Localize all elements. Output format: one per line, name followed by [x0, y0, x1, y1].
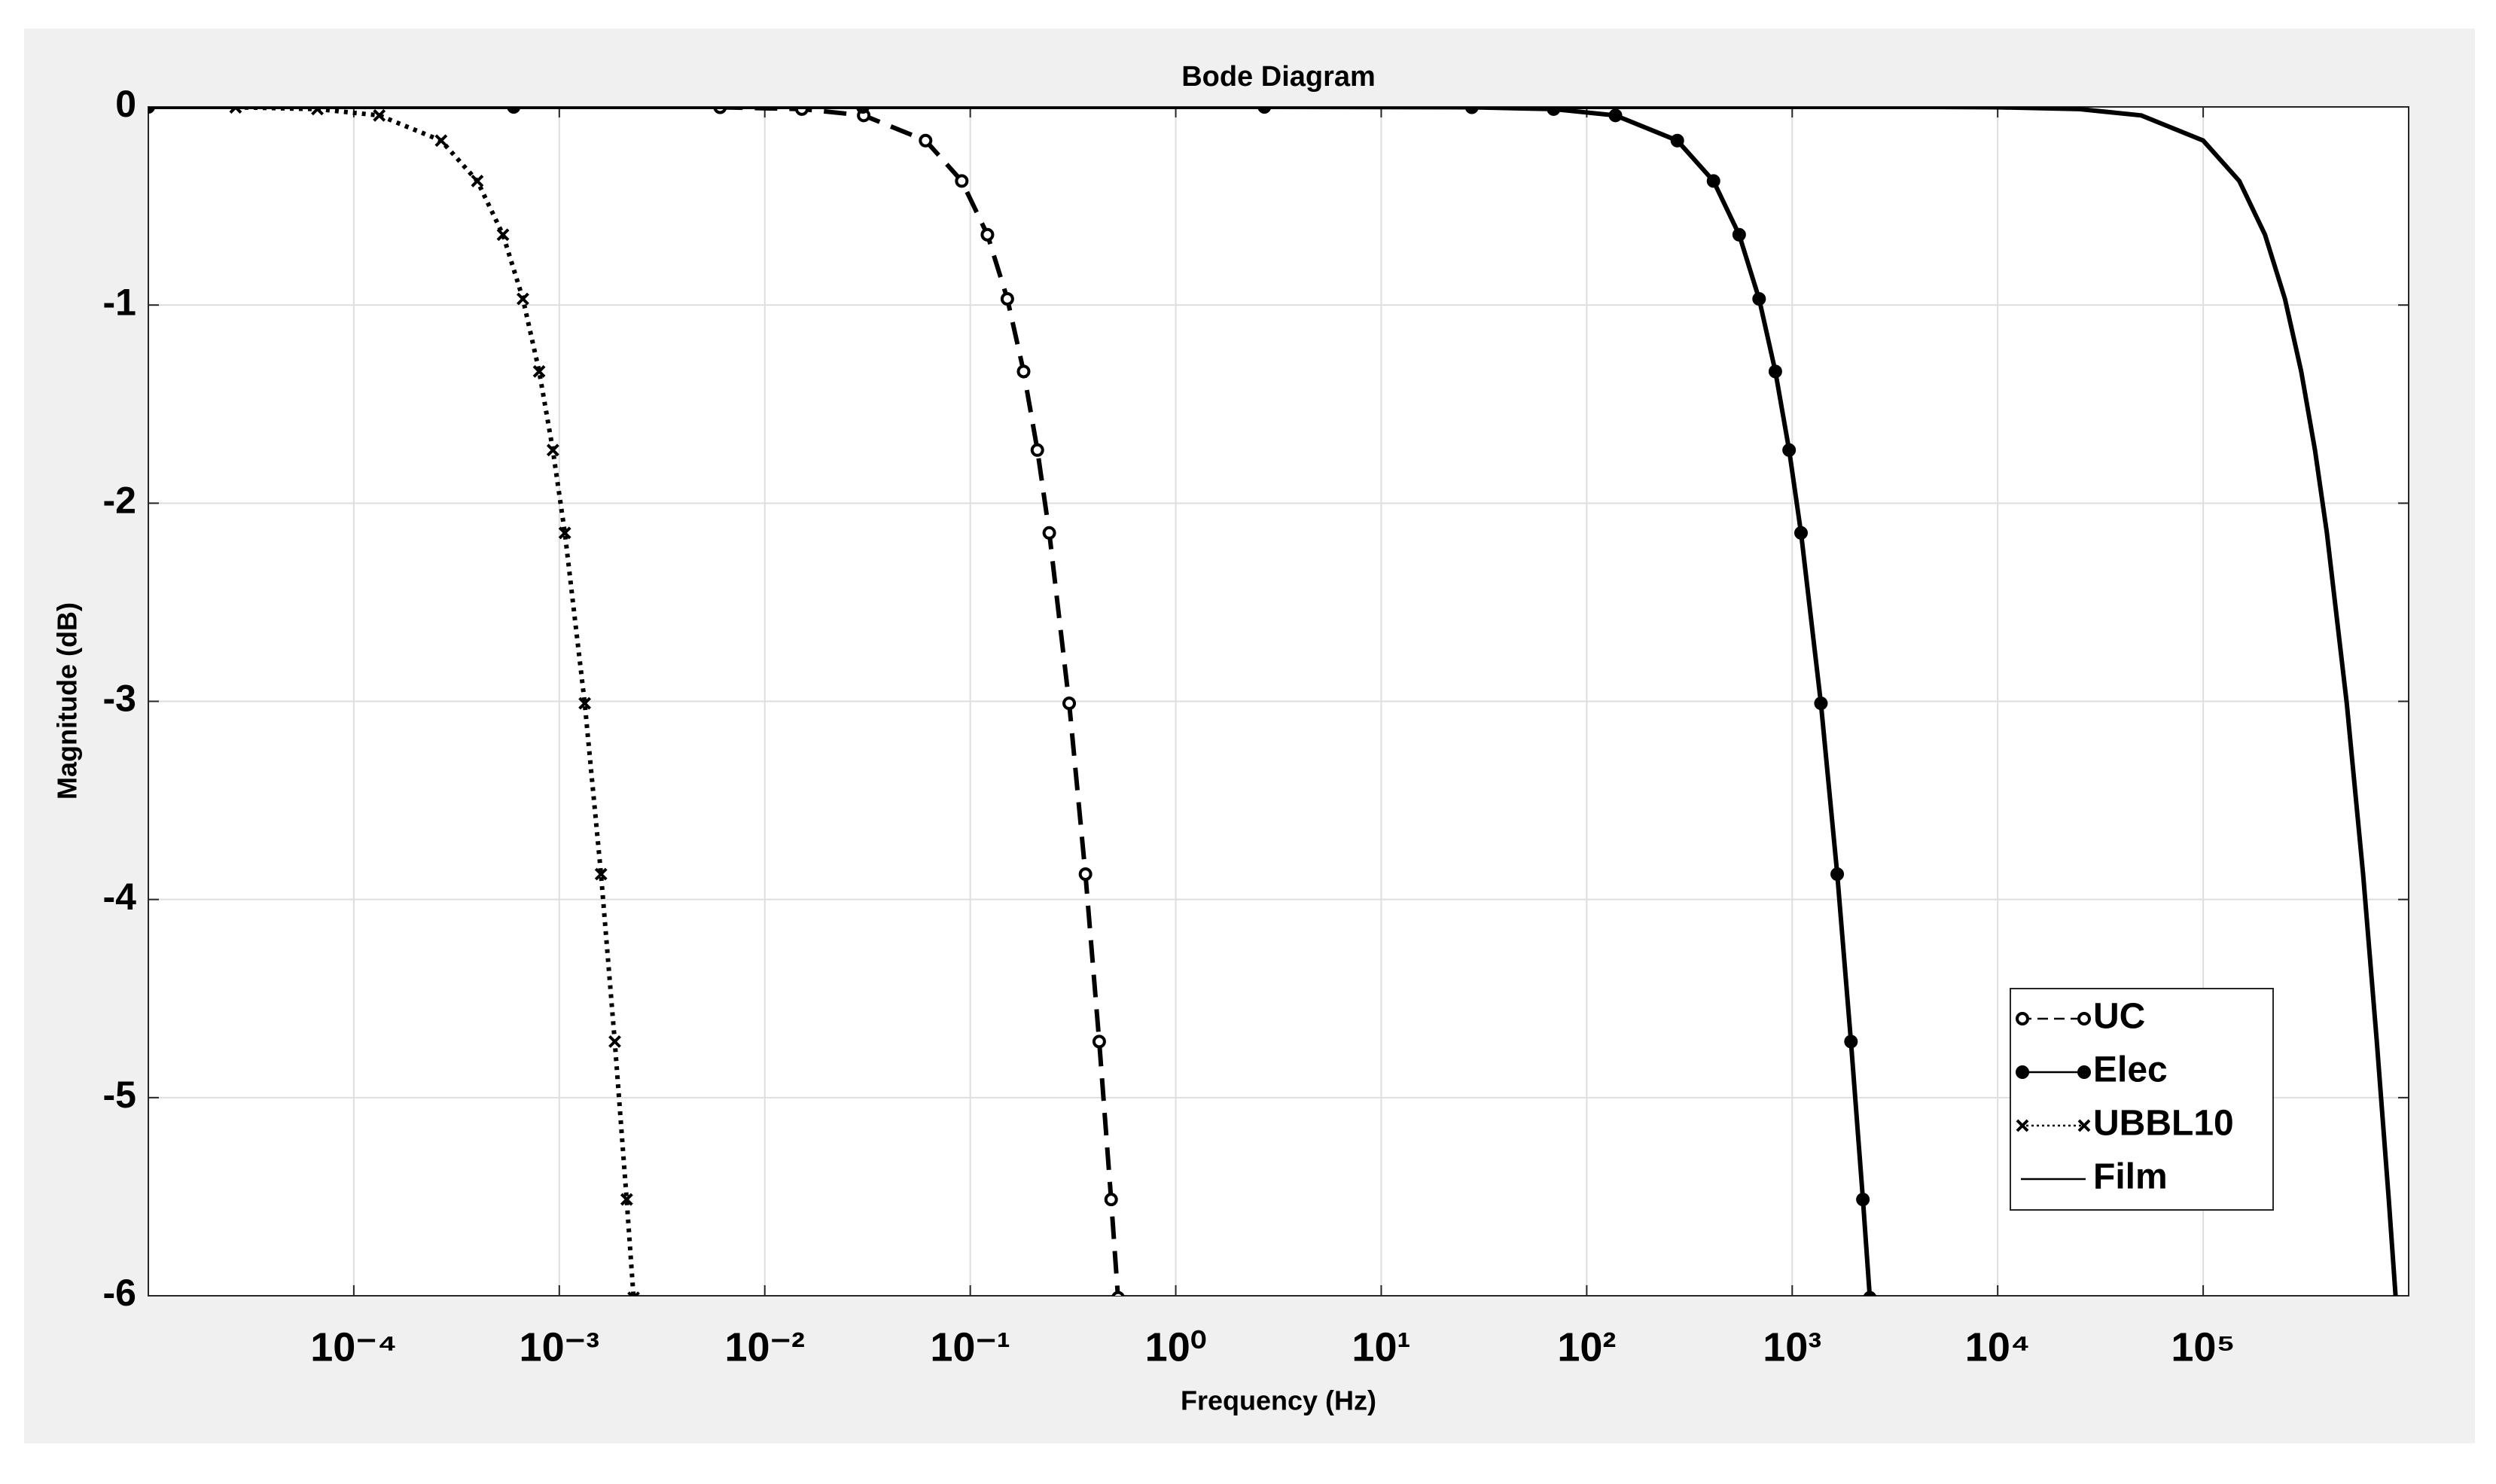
x-tick-label: 10⁵ — [2171, 1324, 2235, 1370]
y-tick-label: -2 — [103, 480, 136, 522]
x-tick-label: 10⁻² — [724, 1324, 805, 1370]
marker — [594, 867, 608, 881]
y-axis-label: Magnitude (dB) — [52, 602, 83, 800]
x-tick-label: 10⁻³ — [520, 1324, 600, 1370]
legend-label: Film — [2093, 1157, 2168, 1197]
marker — [2077, 1012, 2091, 1025]
legend-label: Elec — [2093, 1050, 2168, 1090]
marker — [1042, 526, 1056, 540]
x-tick-label: 10² — [1557, 1324, 1616, 1370]
marker — [1016, 364, 1031, 379]
x-tick-label: 10⁻¹ — [930, 1324, 1010, 1370]
marker — [1078, 867, 1093, 881]
marker — [1752, 292, 1766, 306]
marker — [1706, 174, 1720, 188]
marker — [1000, 292, 1014, 306]
marker — [1844, 1035, 1858, 1049]
marker — [1814, 696, 1828, 711]
x-tick-label: 10¹ — [1352, 1324, 1410, 1370]
marker — [980, 227, 995, 242]
y-tick-label: -4 — [103, 876, 137, 918]
plot-content — [148, 107, 2398, 1296]
marker — [578, 696, 592, 710]
series-line — [148, 107, 2398, 1296]
marker — [1111, 1291, 1125, 1296]
y-tick-label: -6 — [103, 1272, 136, 1314]
marker — [532, 364, 546, 378]
marker — [373, 108, 386, 122]
marker — [608, 1035, 621, 1048]
legend-label: UBBL10 — [2093, 1104, 2234, 1144]
y-tick-label: 0 — [115, 83, 136, 125]
marker — [1608, 108, 1623, 123]
marker — [1104, 1193, 1118, 1207]
x-tick-label: 10³ — [1763, 1324, 1821, 1370]
marker — [919, 133, 933, 148]
marker — [1030, 443, 1044, 457]
x-axis-label: Frequency (Hz) — [1181, 1385, 1376, 1416]
marker — [1062, 696, 1077, 711]
x-tick-label: 10⁰ — [1145, 1324, 1207, 1370]
marker — [496, 228, 510, 242]
marker — [620, 1193, 633, 1206]
y-tick-label: -1 — [103, 281, 136, 323]
marker — [1863, 1291, 1876, 1296]
marker — [1768, 364, 1782, 379]
marker — [1782, 443, 1797, 457]
marker — [471, 175, 484, 187]
marker — [517, 292, 529, 306]
marker — [2016, 1119, 2029, 1132]
marker — [1670, 133, 1684, 148]
marker — [955, 174, 969, 188]
marker — [434, 134, 448, 148]
y-tick-label: -5 — [103, 1074, 136, 1116]
legend-box — [2010, 988, 2274, 1211]
marker — [2016, 1012, 2029, 1025]
legend-label: UC — [2093, 997, 2145, 1037]
series-line — [235, 107, 636, 1296]
marker — [627, 1291, 640, 1296]
x-tick-label: 10⁻⁴ — [310, 1324, 397, 1370]
marker — [1856, 1193, 1870, 1207]
marker — [1830, 867, 1845, 881]
y-tick-label: -3 — [103, 678, 136, 720]
marker — [2016, 1065, 2029, 1079]
marker — [1794, 526, 1808, 540]
chart-title: Bode Diagram — [1181, 61, 1376, 93]
marker — [1732, 227, 1746, 242]
marker — [2077, 1119, 2091, 1132]
marker — [2077, 1065, 2091, 1079]
marker — [1092, 1035, 1106, 1049]
x-tick-label: 10⁴ — [1965, 1324, 2031, 1370]
marker — [546, 443, 559, 457]
marker — [558, 526, 571, 540]
